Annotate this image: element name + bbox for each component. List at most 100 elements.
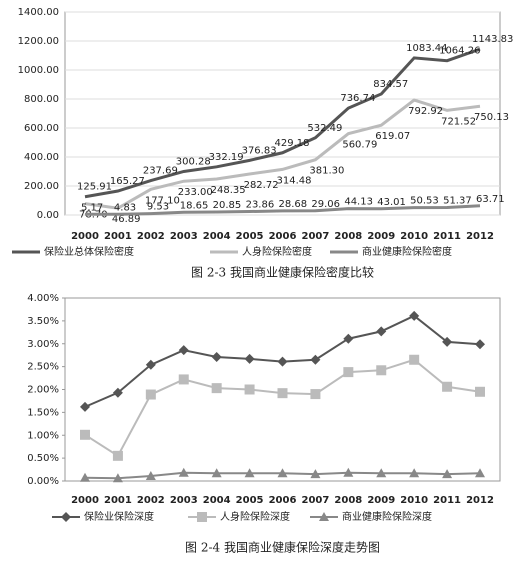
y-tick-label: 2.50% xyxy=(27,362,59,373)
marker xyxy=(145,470,156,480)
y-tick-label: 1.50% xyxy=(27,407,59,418)
data-label: 282.72 xyxy=(244,180,279,191)
data-label: 1083.44 xyxy=(406,43,447,54)
x-tick-label: 2000 xyxy=(71,495,99,506)
data-label: 5.17 xyxy=(81,202,103,213)
marker xyxy=(376,468,387,478)
data-label: 125.91 xyxy=(77,182,112,193)
data-label: 4.83 xyxy=(114,202,136,213)
data-label: 43.01 xyxy=(377,197,406,208)
data-label: 165.27 xyxy=(110,176,145,187)
x-tick-label: 2010 xyxy=(400,495,428,506)
marker xyxy=(310,354,321,365)
data-label: 376.83 xyxy=(242,145,277,156)
data-label: 9.53 xyxy=(147,202,169,213)
marker xyxy=(244,468,255,478)
marker xyxy=(475,386,485,397)
marker xyxy=(277,356,288,367)
data-label: 314.48 xyxy=(277,175,312,186)
x-tick-label: 2008 xyxy=(334,495,362,506)
data-label: 51.37 xyxy=(443,196,472,207)
legend-marker xyxy=(197,512,207,522)
x-tick-label: 2009 xyxy=(367,495,395,506)
y-tick-label: 0.50% xyxy=(27,453,59,464)
caption: 图 2-4 我国商业健康保险深度走势图 xyxy=(185,540,380,555)
y-tick-label: 1.00% xyxy=(27,430,59,441)
marker xyxy=(211,383,222,394)
marker xyxy=(409,468,420,478)
marker xyxy=(343,367,354,378)
data-label: 1064.26 xyxy=(439,46,480,57)
marker xyxy=(211,468,222,478)
legend-label: 保险业保险深度 xyxy=(84,510,154,523)
x-tick-label: 2012 xyxy=(466,231,494,242)
x-tick-label: 2004 xyxy=(203,495,231,506)
marker xyxy=(409,354,420,365)
x-tick-label: 2007 xyxy=(301,231,329,242)
marker xyxy=(80,472,90,482)
marker xyxy=(112,450,123,461)
marker xyxy=(112,387,123,398)
series-line xyxy=(84,47,481,199)
y-tick-label: 3.50% xyxy=(27,316,59,327)
y-tick-label: 2.00% xyxy=(27,385,59,396)
y-tick-label: 1200.00 xyxy=(18,36,59,47)
y-tick-label: 0.00% xyxy=(27,476,59,487)
marker xyxy=(244,353,255,364)
marker xyxy=(211,352,222,363)
marker xyxy=(277,388,288,399)
data-label: 46.89 xyxy=(112,214,141,225)
marker xyxy=(112,473,123,483)
data-label: 560.79 xyxy=(342,140,377,151)
marker xyxy=(178,374,189,385)
legend-marker xyxy=(61,512,71,522)
data-label: 532.49 xyxy=(307,123,342,134)
y-tick-label: 4.00% xyxy=(27,293,59,304)
y-tick-label: 800.00 xyxy=(24,94,59,105)
legend-label: 商业健康险保险密度 xyxy=(362,245,452,258)
y-tick-label: 0.00 xyxy=(37,210,59,221)
series-line xyxy=(84,98,481,210)
data-label: 177.10 xyxy=(145,195,180,206)
data-label: 237.69 xyxy=(143,166,178,177)
marker xyxy=(442,469,453,479)
y-tick-label: 3.00% xyxy=(27,339,59,350)
marker xyxy=(145,389,156,400)
marker xyxy=(80,429,90,440)
data-label: 736.74 xyxy=(340,93,375,104)
legend-label: 保险业总体保险密度 xyxy=(44,245,134,258)
data-label: 792.92 xyxy=(408,106,443,117)
data-label: 248.35 xyxy=(211,185,246,196)
legend-label: 人身险保险密度 xyxy=(242,245,312,258)
legend-label: 人身险保险深度 xyxy=(220,510,290,523)
y-tick-label: 200.00 xyxy=(24,181,59,192)
data-label: 300.28 xyxy=(176,156,211,167)
data-label: 29.06 xyxy=(311,199,340,210)
y-tick-label: 1000.00 xyxy=(18,65,59,76)
marker xyxy=(475,339,485,350)
x-tick-label: 2006 xyxy=(269,495,297,506)
x-tick-label: 2005 xyxy=(236,495,264,506)
marker xyxy=(343,467,354,477)
x-tick-label: 2010 xyxy=(400,231,428,242)
data-label: 233.00 xyxy=(178,187,213,198)
data-label: 834.57 xyxy=(373,79,408,90)
marker xyxy=(178,467,189,477)
marker xyxy=(442,336,453,347)
y-tick-label: 600.00 xyxy=(24,123,59,134)
data-label: 23.86 xyxy=(246,200,275,211)
y-tick-label: 400.00 xyxy=(24,152,59,163)
x-tick-label: 2009 xyxy=(367,231,395,242)
x-tick-label: 2003 xyxy=(170,231,198,242)
x-tick-label: 2011 xyxy=(433,231,461,242)
x-tick-label: 2002 xyxy=(137,495,165,506)
data-label: 50.53 xyxy=(410,196,439,207)
x-tick-label: 2000 xyxy=(71,231,99,242)
x-tick-label: 2005 xyxy=(236,231,264,242)
marker xyxy=(310,389,321,400)
data-label: 18.65 xyxy=(180,200,209,211)
x-tick-label: 2004 xyxy=(203,231,231,242)
marker xyxy=(244,384,255,395)
data-label: 619.07 xyxy=(375,131,410,142)
